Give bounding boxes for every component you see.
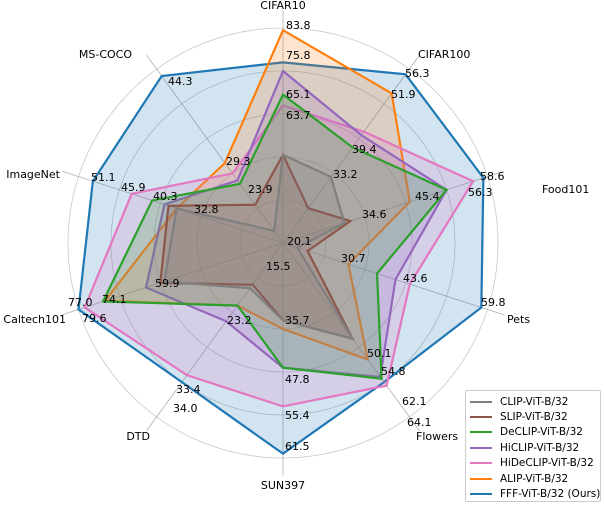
legend-item-hiclip: HiCLIP-ViT-B/32 — [470, 440, 596, 455]
series-polygon — [163, 153, 355, 341]
value-label: 79.6 — [82, 312, 107, 325]
value-label: 51.1 — [91, 171, 116, 184]
axis-spoke — [62, 170, 284, 244]
value-label: 29.3 — [226, 155, 251, 168]
value-label: 45.9 — [121, 181, 146, 194]
legend-line-icon — [470, 416, 492, 419]
axis-label: Flowers — [416, 430, 458, 443]
value-label: 30.7 — [341, 252, 366, 265]
value-label: 55.4 — [285, 409, 310, 422]
value-label: 20.1 — [287, 235, 312, 248]
value-label: 47.8 — [285, 373, 310, 386]
axis-label: DTD — [126, 430, 150, 443]
axis-spoke — [146, 242, 284, 432]
legend-item-slip: SLIP-ViT-B/32 — [470, 409, 596, 424]
axis-label: ImageNet — [6, 168, 60, 181]
value-label: 58.6 — [480, 170, 505, 183]
value-label: 62.1 — [402, 395, 427, 408]
value-label: 59.8 — [481, 296, 506, 309]
axis-spoke — [62, 242, 284, 316]
radar-series — [77, 28, 485, 456]
axis-spoke — [282, 54, 420, 244]
axis-label: Caltech101 — [3, 313, 66, 326]
value-label: 45.4 — [415, 190, 440, 203]
value-label: 59.9 — [155, 277, 180, 290]
legend: CLIP-ViT-B/32 SLIP-ViT-B/32 DeCLIP-ViT-B… — [465, 390, 601, 502]
value-label: 34.0 — [173, 402, 198, 415]
legend-item-hideclip: HiDeCLIP-ViT-B/32 — [470, 456, 596, 471]
axis-label: MS-COCO — [79, 48, 132, 61]
value-label: 65.1 — [286, 88, 311, 101]
legend-line-icon — [470, 431, 492, 434]
value-label: 33.4 — [176, 383, 201, 396]
value-label: 51.9 — [391, 88, 416, 101]
value-label: 75.8 — [286, 49, 311, 62]
value-label: 56.3 — [405, 67, 430, 80]
legend-item-declip: DeCLIP-ViT-B/32 — [470, 425, 596, 440]
legend-line-icon — [470, 446, 492, 449]
value-label: 23.2 — [227, 314, 252, 327]
value-label: 40.3 — [153, 190, 178, 203]
value-label: 83.8 — [286, 19, 311, 32]
value-label: 63.7 — [286, 109, 311, 122]
series-polygon — [101, 92, 449, 380]
value-label: 15.5 — [266, 260, 291, 273]
legend-item-fff: FFF-ViT-B/32 (Ours) — [470, 486, 600, 501]
legend-line-icon — [470, 493, 492, 496]
value-label: 44.3 — [168, 75, 193, 88]
value-label: 43.6 — [403, 272, 428, 285]
axis-labels: CIFAR10 CIFAR100 Food101 Pets Flowers SUN397 D… — [3, 0, 589, 492]
value-label: 35.7 — [285, 314, 310, 327]
value-label: 56.3 — [468, 186, 493, 199]
legend-line-icon — [470, 400, 492, 403]
value-label: 39.4 — [352, 143, 377, 156]
value-label: 32.8 — [194, 203, 219, 216]
value-labels: 83.8 75.8 65.1 63.7 56.3 51.9 39.4 33.2 58.6 56.3… — [68, 19, 506, 453]
value-label: 74.1 — [102, 293, 127, 306]
value-label: 50.1 — [367, 347, 392, 360]
axis-label: Food101 — [542, 183, 589, 196]
value-label: 23.9 — [248, 183, 273, 196]
legend-line-icon — [470, 477, 492, 480]
axis-spoke — [146, 54, 284, 244]
value-label: 34.6 — [362, 208, 387, 221]
value-label: 77.0 — [68, 296, 93, 309]
legend-item-alip: ALIP-ViT-B/32 — [470, 471, 596, 486]
axis-label: Pets — [507, 313, 530, 326]
legend-item-clip: CLIP-ViT-B/32 — [470, 394, 596, 409]
axis-label: SUN397 — [261, 479, 305, 492]
legend-line-icon — [470, 462, 492, 465]
axis-spoke — [282, 170, 504, 244]
series-polygon — [83, 104, 475, 408]
axis-label: CIFAR100 — [418, 48, 470, 61]
value-label: 33.2 — [333, 168, 358, 181]
axis-spoke — [282, 242, 504, 316]
value-label: 54.8 — [381, 365, 406, 378]
value-label: 64.1 — [407, 416, 432, 429]
axis-label: CIFAR10 — [260, 0, 305, 12]
value-label: 61.5 — [285, 440, 310, 453]
